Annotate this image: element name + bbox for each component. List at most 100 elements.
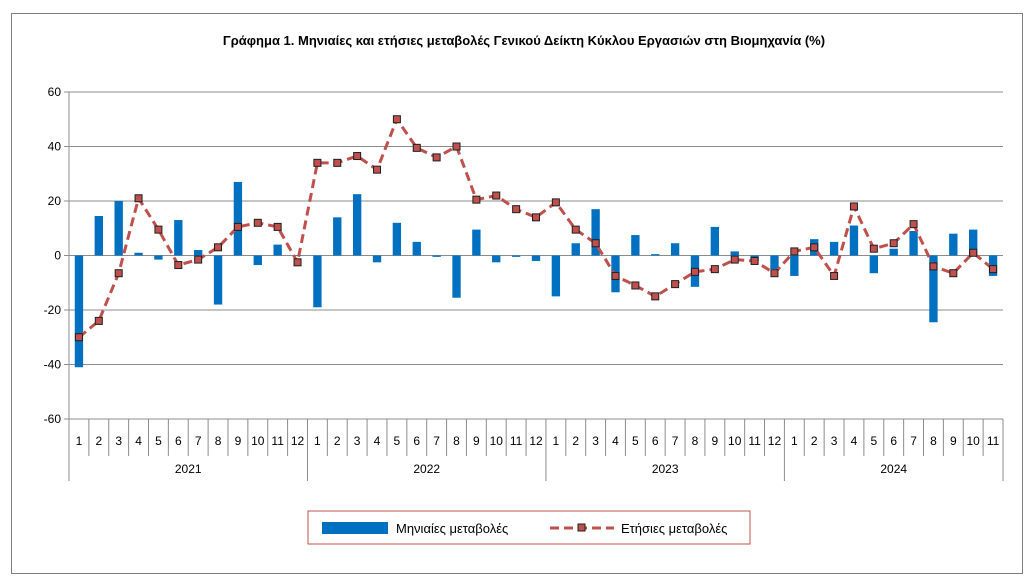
annual-point xyxy=(373,165,382,174)
grid-lines xyxy=(69,91,1003,420)
y-tick-label: 60 xyxy=(48,85,62,99)
x-tick-label: 6 xyxy=(413,434,420,448)
annual-point xyxy=(492,191,501,200)
x-tick-label: 11 xyxy=(510,434,523,448)
x-tick-label: 1 xyxy=(76,434,83,448)
bar-monthly xyxy=(273,244,282,256)
x-tick-label: 12 xyxy=(291,434,305,448)
x-tick-label: 6 xyxy=(890,434,897,448)
annual-point xyxy=(353,152,362,161)
x-tick-label: 7 xyxy=(433,434,440,448)
annual-point xyxy=(293,258,302,267)
bar-monthly xyxy=(969,229,978,256)
x-tick-label: 8 xyxy=(692,434,699,448)
bar-monthly xyxy=(770,255,779,270)
x-tick-label: 6 xyxy=(652,434,659,448)
legend-label-annual: Ετήσιες μεταβολές xyxy=(621,521,727,536)
x-tick-label: 4 xyxy=(135,434,142,448)
annual-point xyxy=(671,280,680,289)
bar-monthly xyxy=(74,255,84,368)
y-tick-label: 0 xyxy=(54,249,61,263)
annual-point xyxy=(532,213,540,222)
annual-point xyxy=(472,195,481,204)
annual-point xyxy=(253,218,262,227)
y-tick-label: 40 xyxy=(48,140,62,154)
annual-point xyxy=(114,269,123,278)
annual-point xyxy=(134,194,143,203)
x-tick-label: 3 xyxy=(831,434,838,448)
y-tick-label: -20 xyxy=(44,303,62,317)
bar-monthly xyxy=(333,217,342,256)
annual-point xyxy=(174,261,183,270)
legend-marker-swatch xyxy=(577,523,586,532)
x-tick-label: 8 xyxy=(215,434,222,448)
annual-point xyxy=(969,248,978,257)
x-tick-label: 2 xyxy=(811,434,818,448)
annual-point xyxy=(790,247,799,256)
bar-monthly xyxy=(94,215,103,256)
bar-monthly xyxy=(869,255,879,274)
x-tick-label: 5 xyxy=(870,434,877,448)
annual-point xyxy=(989,265,998,274)
x-tick-label: 4 xyxy=(374,434,381,448)
bar-monthly xyxy=(849,225,859,256)
annual-point xyxy=(273,222,282,231)
y-axis: -60 -40 -20 0 20 40 60 xyxy=(44,85,70,426)
annual-point xyxy=(214,243,223,252)
year-label: 2022 xyxy=(413,462,440,476)
x-tick-label: 2 xyxy=(334,434,341,448)
y-tick-label: 20 xyxy=(48,194,62,208)
bar-monthly xyxy=(412,241,421,256)
bar-monthly xyxy=(571,243,580,256)
annual-series-line xyxy=(77,116,995,339)
x-tick-label: 8 xyxy=(453,434,460,448)
bar-monthly xyxy=(631,235,640,256)
x-tick-label: 10 xyxy=(490,434,504,448)
bar-monthly xyxy=(790,255,799,276)
annual-point xyxy=(730,255,739,264)
annual-point xyxy=(830,271,839,280)
x-tick-label: 11 xyxy=(748,434,761,448)
x-tick-label: 11 xyxy=(271,434,284,448)
bar-monthly xyxy=(909,230,918,256)
x-tick-label: 5 xyxy=(155,434,162,448)
annual-point xyxy=(591,239,600,248)
year-label: 2021 xyxy=(175,462,202,476)
x-tick-label: 7 xyxy=(910,434,917,448)
bar-monthly xyxy=(174,220,183,256)
x-tick-label: 8 xyxy=(930,434,937,448)
annual-point xyxy=(412,143,421,152)
bar-monthly xyxy=(372,255,382,263)
bar-monthly xyxy=(492,255,501,263)
year-label: 2024 xyxy=(880,462,907,476)
x-tick-label: 3 xyxy=(115,434,122,448)
annual-point xyxy=(74,333,83,342)
annual-point xyxy=(810,243,819,252)
x-tick-label: 9 xyxy=(235,434,242,448)
bar-monthly xyxy=(829,241,839,256)
x-tick-label: 9 xyxy=(473,434,480,448)
bar-monthly xyxy=(551,255,561,297)
annual-point xyxy=(313,158,322,167)
y-tick-label: -60 xyxy=(44,412,62,426)
x-tick-label: 9 xyxy=(712,434,719,448)
x-tick-label: 6 xyxy=(175,434,182,448)
annual-point xyxy=(512,205,521,214)
bar-monthly xyxy=(253,255,262,266)
annual-point xyxy=(929,262,938,271)
bar-monthly xyxy=(591,209,600,256)
annual-point xyxy=(551,198,560,207)
bar-monthly xyxy=(929,255,938,323)
bar-monthly xyxy=(213,255,223,305)
x-tick-label: 4 xyxy=(612,434,619,448)
bar-monthly xyxy=(531,255,541,261)
bar-monthly xyxy=(730,251,739,256)
annual-point xyxy=(233,222,242,231)
bar-monthly xyxy=(352,194,362,256)
x-tick-label: 10 xyxy=(967,434,981,448)
annual-point xyxy=(571,225,580,234)
x-tick-label: 9 xyxy=(950,434,957,448)
annual-point xyxy=(869,244,878,253)
x-tick-label: 1 xyxy=(553,434,560,448)
x-tick-label: 12 xyxy=(768,434,782,448)
